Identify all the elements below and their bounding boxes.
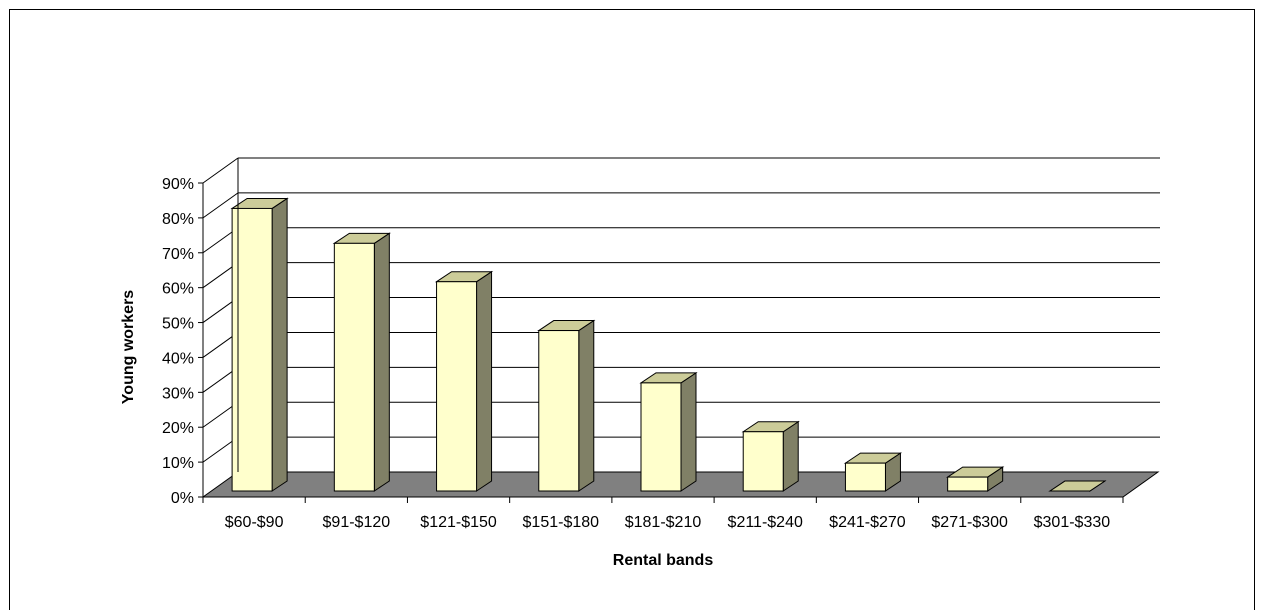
bar	[741, 420, 800, 492]
bar-side	[680, 371, 697, 492]
x-tick-label: $271-$300	[931, 514, 1008, 531]
bars	[230, 197, 1107, 492]
bar-chart: 0% 10% 20% 30% 40% 50% 60% 70% 80% 90% $60-$90 $91…	[120, 157, 1160, 569]
chart-frame	[9, 9, 1255, 610]
bar	[332, 232, 391, 492]
x-tick-label: $121-$150	[420, 514, 497, 531]
bar-side	[271, 197, 288, 492]
bar-side	[373, 232, 390, 492]
y-axis-title: Young workers	[120, 290, 137, 404]
y-tick-label: 60%	[162, 281, 194, 298]
gridline-diagonal	[202, 157, 239, 184]
y-tick-label: 40%	[162, 350, 194, 367]
x-tick-label: $241-$270	[829, 514, 906, 531]
x-axis-title: Rental bands	[613, 552, 714, 569]
x-tick-label: $151-$180	[523, 514, 600, 531]
x-tick-label: $91-$120	[323, 514, 391, 531]
x-tick-label: $301-$330	[1034, 514, 1111, 531]
y-tick-label: 30%	[162, 385, 194, 402]
y-tick-label: 80%	[162, 211, 194, 228]
y-axis-ticks: 0% 10% 20% 30% 40% 50% 60% 70% 80% 90%	[162, 176, 194, 507]
x-tick-label: $181-$210	[625, 514, 702, 531]
y-tick-label: 70%	[162, 246, 194, 263]
bar	[639, 371, 698, 492]
bar	[946, 466, 1005, 492]
y-tick-label: 50%	[162, 316, 194, 333]
x-axis-ticks: $60-$90 $91-$120 $121-$150 $151-$180 $181-$2…	[225, 514, 1110, 531]
bar-side	[782, 420, 799, 492]
bar-front	[333, 242, 375, 492]
y-tick-label: 90%	[162, 176, 194, 193]
y-tick-label: 20%	[162, 420, 194, 437]
bar-front	[436, 281, 478, 492]
x-tick-label: $211-$240	[728, 514, 803, 531]
bar-front	[742, 431, 784, 492]
gridline-diagonal	[202, 192, 239, 219]
bar	[1048, 480, 1107, 492]
bar-front	[640, 382, 682, 492]
bar	[434, 270, 494, 492]
bar-front	[231, 207, 273, 492]
y-tick-label: 10%	[162, 455, 194, 472]
bar-front	[538, 330, 580, 492]
y-tick-label: 0%	[171, 490, 194, 507]
bar-side	[578, 319, 595, 492]
bar-side	[476, 270, 493, 492]
x-tick-label: $60-$90	[225, 514, 284, 531]
axes	[198, 158, 1124, 503]
bar-front	[844, 462, 886, 492]
bar	[230, 197, 289, 492]
bar-top	[1048, 480, 1107, 492]
bar	[843, 452, 903, 492]
gridlines	[202, 157, 1160, 463]
bar-front	[947, 476, 989, 492]
bar	[537, 319, 596, 492]
